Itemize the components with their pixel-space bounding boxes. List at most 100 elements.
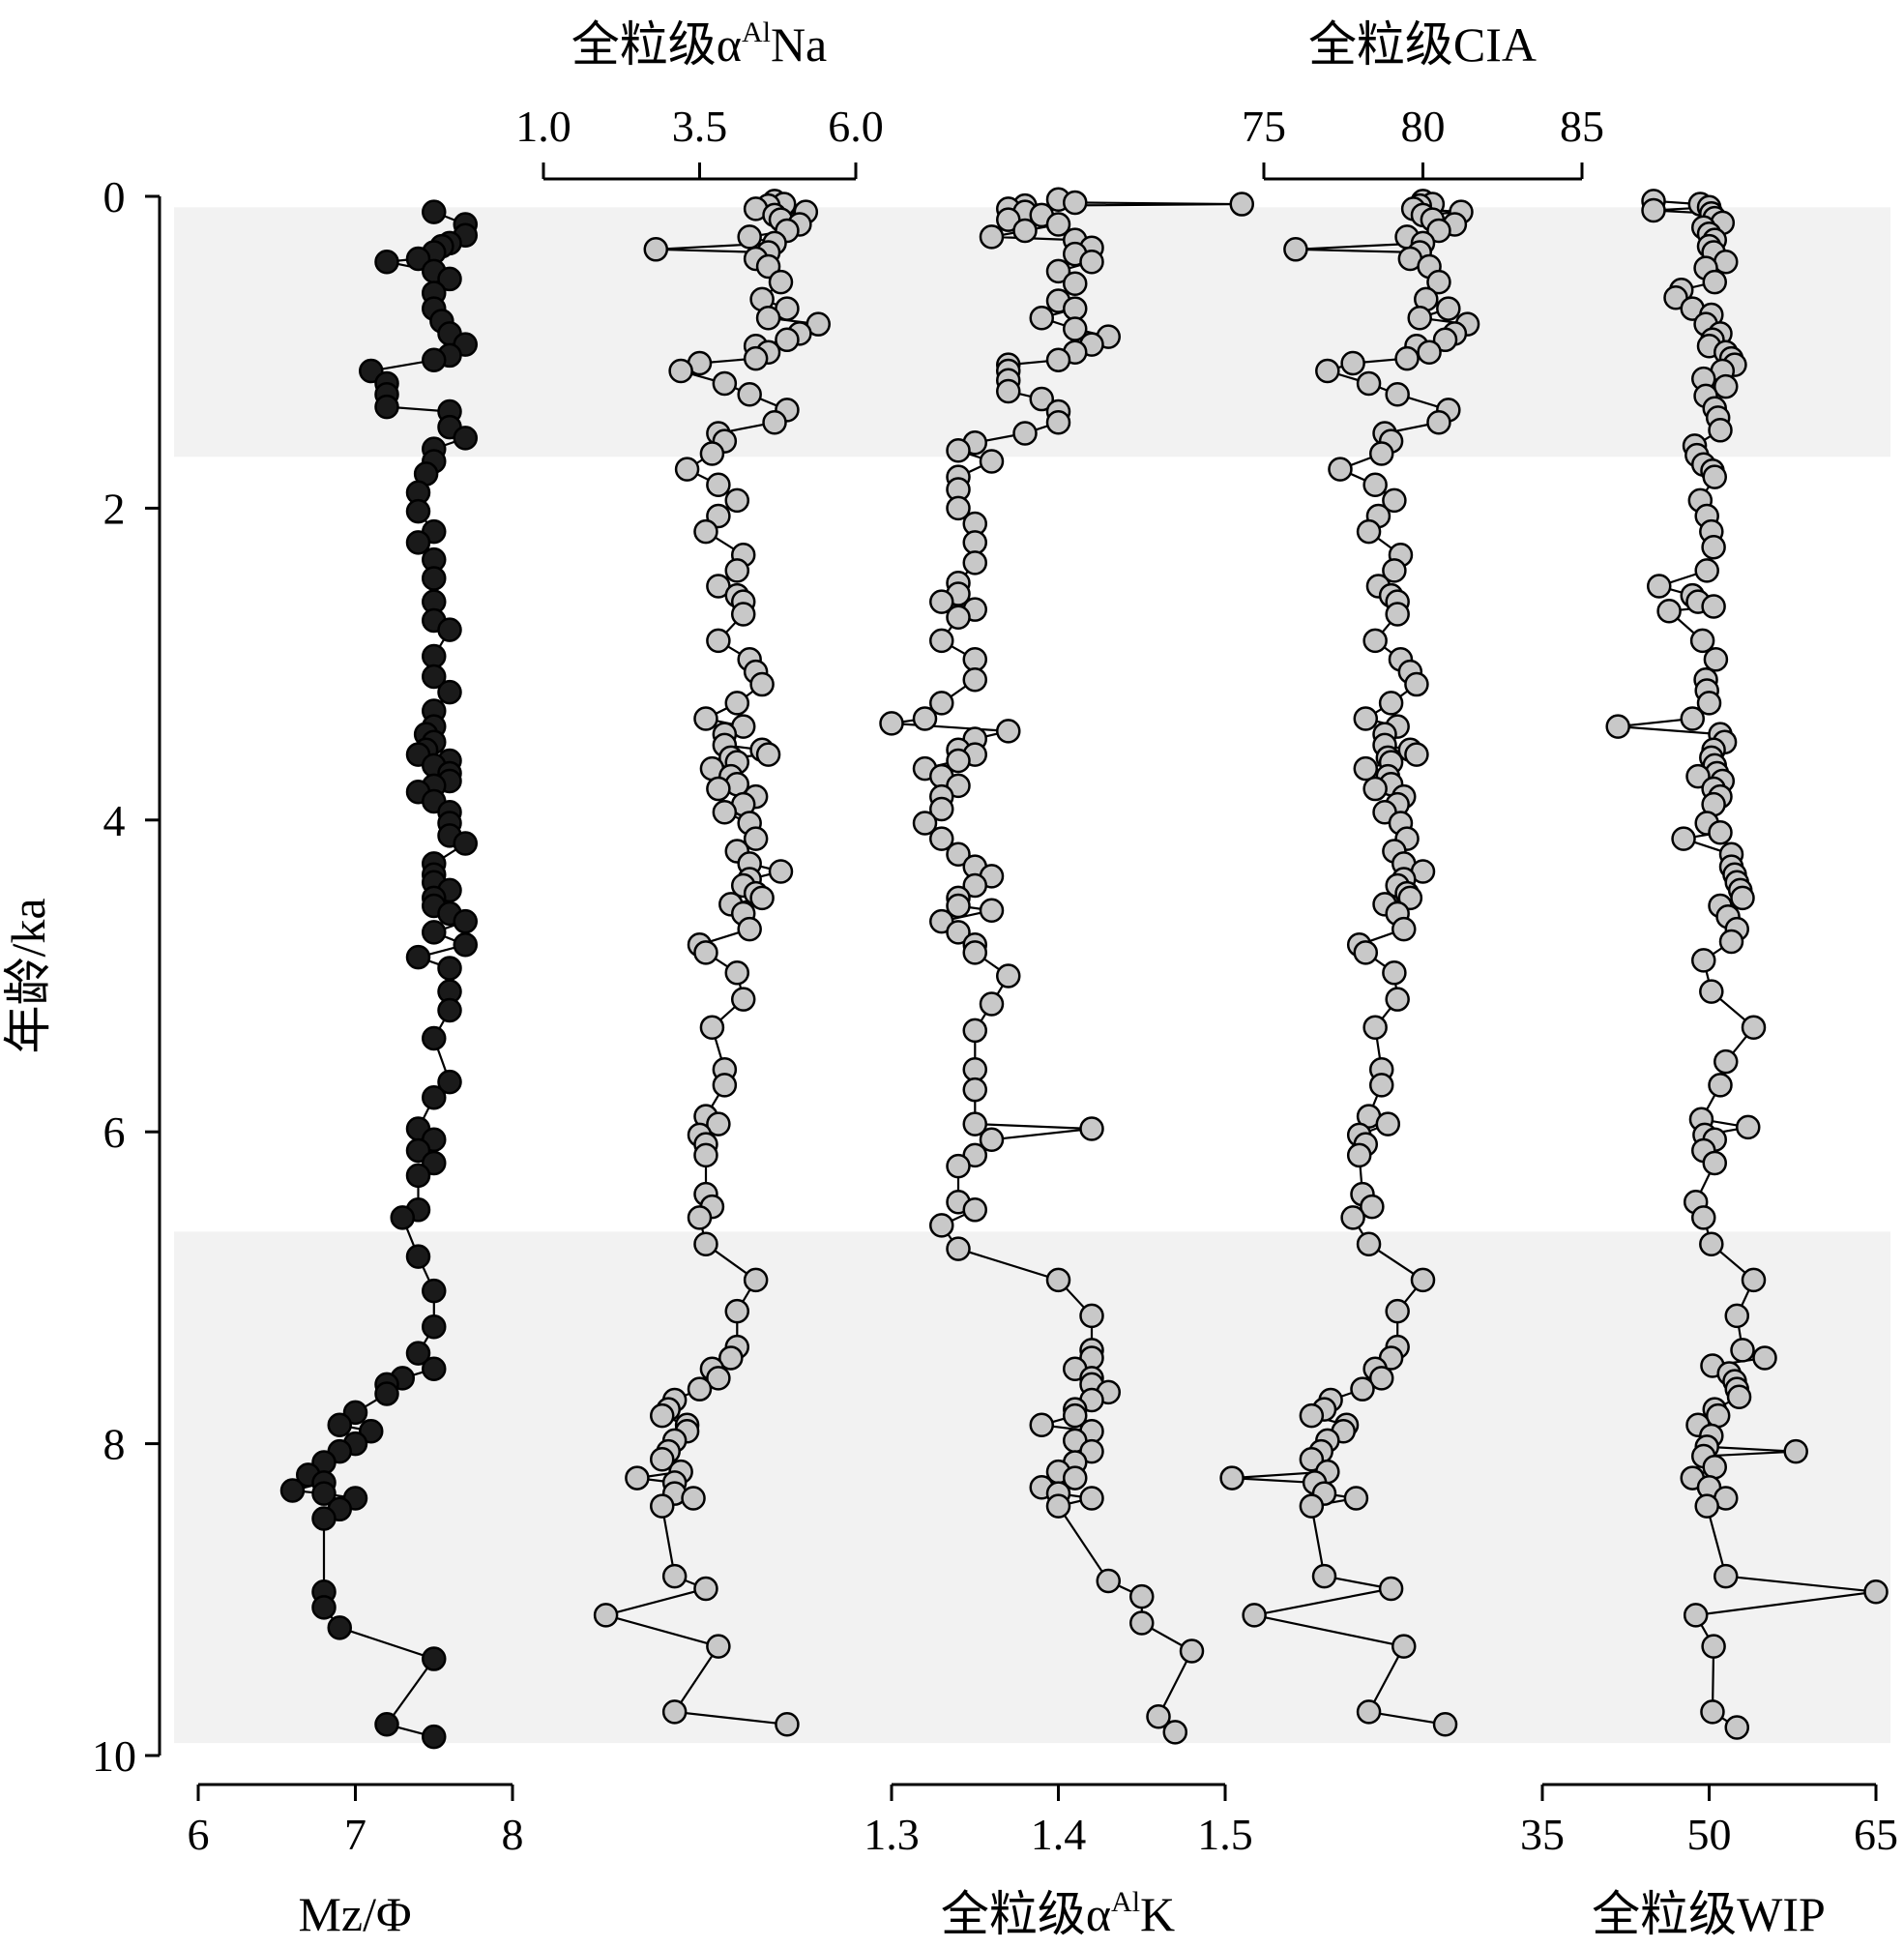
data-point-wip [1671,826,1696,851]
data-point-k [1045,1267,1071,1293]
data-point-mz [453,932,478,958]
data-point-na [706,1366,731,1391]
data-point-mz [405,498,431,524]
data-point-na [687,1205,713,1230]
data-point-k [962,940,987,965]
data-point-wip [1783,1438,1808,1464]
data-point-k [946,893,971,919]
data-point-k [1179,1638,1205,1664]
data-point-k [1029,1412,1054,1438]
data-point-k [946,920,971,945]
data-point-mz [453,426,478,451]
data-point-k [1063,296,1088,321]
data-point-wip [1705,1402,1731,1429]
data-point-na [693,1231,718,1257]
data-point-wip [1708,418,1733,443]
data-point-cia [1299,1402,1325,1429]
data-point-cia [1350,1376,1375,1402]
data-point-na [661,1699,688,1725]
data-point-wip [1714,249,1739,275]
data-point-k [1129,1610,1155,1636]
data-point-na [755,305,781,331]
x-tick-label-na: 1.0 [515,102,571,151]
data-point-wip [1700,1699,1725,1725]
y-tick-label: 6 [103,1107,126,1157]
data-point-cia [1340,1205,1365,1230]
data-point-cia [1407,305,1432,331]
data-point-cia [1385,1298,1410,1324]
y-tick-label: 8 [103,1420,126,1469]
y-axis-title: 年龄/ka [1,898,55,1053]
data-point-mz [374,1381,399,1406]
data-point-cia [1346,1142,1372,1168]
axis-title-na: 全粒级αAlNa [571,16,828,72]
data-point-cia [1391,916,1417,942]
data-point-k [962,1056,987,1082]
data-point-wip [1708,1073,1733,1098]
data-point-k [962,1077,987,1103]
data-point-wip [1730,885,1755,911]
y-ticks: 0 2 4 6 8 10 [92,172,160,1781]
data-point-cia [1426,409,1451,435]
data-point-k [996,378,1021,404]
data-point-na [749,885,775,911]
data-point-wip [1641,197,1666,223]
data-point-k [1063,1402,1088,1429]
data-point-na [661,1563,688,1589]
data-point-na [668,358,693,384]
data-point-cia [1362,1015,1388,1040]
data-point-na [724,691,750,716]
data-point-cia [1328,457,1353,482]
data-point-na [730,987,756,1012]
data-point-k [929,628,954,654]
data-point-na [737,381,762,407]
data-point-wip [1680,706,1705,731]
data-point-mz [279,1478,306,1503]
data-point-k [1162,1720,1187,1745]
data-point-k [1063,271,1088,297]
data-point-wip [1714,1048,1739,1075]
data-point-wip [1699,1231,1724,1257]
data-point-na [724,487,750,514]
x-tick-label-mz: 8 [502,1810,524,1859]
data-point-k [1129,1583,1155,1609]
data-point-mz [422,1278,447,1304]
data-point-k [1063,1465,1088,1491]
data-point-cia [1394,345,1420,371]
x-tick-label-wip: 65 [1854,1810,1898,1859]
data-point-k [1146,1703,1171,1729]
x-tick-label-cia: 80 [1401,102,1446,151]
data-point-wip [1741,1015,1767,1040]
data-point-cia [1299,1446,1325,1472]
x-tick-label-mz: 7 [344,1810,366,1859]
data-point-wip [1605,714,1630,739]
data-point-na [693,1576,718,1602]
data-point-cia [1353,940,1379,965]
data-point-na [649,1446,675,1472]
data-point-mz [437,956,462,981]
data-point-mz [405,1163,431,1189]
data-point-k [962,1197,987,1223]
data-point-k [962,1018,987,1044]
data-point-cia [1356,1699,1382,1725]
y-tick-label: 4 [103,796,126,845]
data-point-mz [437,679,462,705]
data-point-na [762,409,787,435]
data-point-mz [437,617,462,642]
data-point-na [693,940,718,965]
data-point-cia [1391,1634,1417,1659]
data-point-na [724,1298,750,1324]
data-point-k [912,811,938,836]
data-point-k [1079,1486,1104,1511]
data-point-na [706,776,731,802]
data-point-wip [1724,1715,1749,1740]
data-point-k [946,748,971,774]
data-point-cia [1353,706,1379,731]
data-point-na [712,370,738,397]
data-point-wip [1702,1455,1727,1480]
data-point-k [912,706,938,731]
data-point-na [775,1712,800,1737]
data-point-mz [374,1712,399,1737]
data-point-wip [1736,1114,1761,1140]
